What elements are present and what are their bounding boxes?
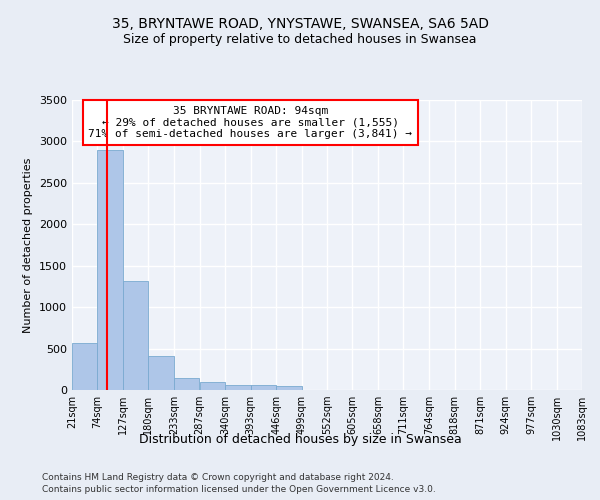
Bar bbox=[97, 150, 123, 390]
Text: Contains public sector information licensed under the Open Government Licence v3: Contains public sector information licen… bbox=[42, 485, 436, 494]
Text: 35, BRYNTAWE ROAD, YNYSTAWE, SWANSEA, SA6 5AD: 35, BRYNTAWE ROAD, YNYSTAWE, SWANSEA, SA… bbox=[112, 18, 488, 32]
Bar bbox=[200, 382, 225, 390]
Bar bbox=[72, 343, 97, 390]
Text: 35 BRYNTAWE ROAD: 94sqm
← 29% of detached houses are smaller (1,555)
71% of semi: 35 BRYNTAWE ROAD: 94sqm ← 29% of detache… bbox=[89, 106, 413, 139]
Bar bbox=[225, 384, 251, 390]
Text: Size of property relative to detached houses in Swansea: Size of property relative to detached ho… bbox=[123, 32, 477, 46]
Bar bbox=[123, 280, 148, 390]
Bar bbox=[174, 378, 199, 390]
Bar bbox=[276, 386, 302, 390]
Bar bbox=[251, 386, 276, 390]
Text: Distribution of detached houses by size in Swansea: Distribution of detached houses by size … bbox=[139, 432, 461, 446]
Text: Contains HM Land Registry data © Crown copyright and database right 2024.: Contains HM Land Registry data © Crown c… bbox=[42, 472, 394, 482]
Y-axis label: Number of detached properties: Number of detached properties bbox=[23, 158, 34, 332]
Bar bbox=[148, 356, 174, 390]
